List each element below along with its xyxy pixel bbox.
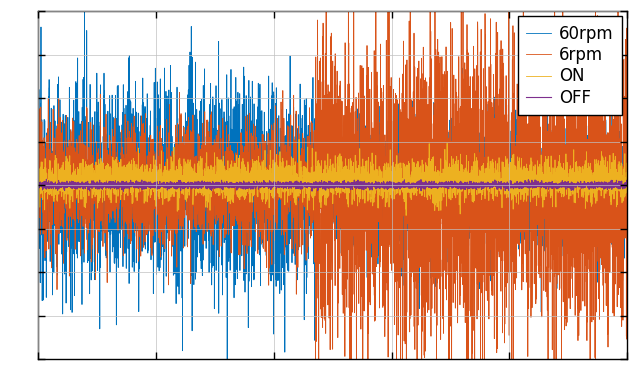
OFF xyxy=(623,178,631,182)
6rpm xyxy=(474,60,482,64)
6rpm xyxy=(623,135,631,139)
OFF xyxy=(519,186,527,190)
Line: 6rpm: 6rpm xyxy=(38,0,627,378)
60rpm xyxy=(418,179,426,184)
OFF xyxy=(43,177,51,181)
6rpm xyxy=(388,140,396,144)
Line: ON: ON xyxy=(38,139,627,215)
60rpm xyxy=(388,165,396,169)
60rpm xyxy=(474,154,482,158)
OFF xyxy=(418,186,426,191)
OFF xyxy=(35,181,42,185)
6rpm xyxy=(35,172,42,177)
OFF xyxy=(141,184,149,189)
OFF xyxy=(260,178,268,183)
60rpm xyxy=(260,133,268,138)
Line: 60rpm: 60rpm xyxy=(38,0,627,367)
Line: OFF: OFF xyxy=(38,179,627,191)
ON xyxy=(519,172,527,177)
OFF xyxy=(120,189,127,194)
60rpm xyxy=(519,161,527,166)
ON xyxy=(418,179,426,183)
Legend: 60rpm, 6rpm, ON, OFF: 60rpm, 6rpm, ON, OFF xyxy=(518,16,622,115)
OFF xyxy=(474,185,482,190)
ON xyxy=(474,185,482,190)
60rpm xyxy=(223,365,231,370)
ON xyxy=(623,196,631,201)
ON xyxy=(295,137,303,142)
ON xyxy=(35,158,42,162)
6rpm xyxy=(141,143,149,147)
OFF xyxy=(388,186,396,190)
6rpm xyxy=(260,246,268,251)
6rpm xyxy=(417,197,425,201)
60rpm xyxy=(141,164,149,169)
ON xyxy=(403,213,410,218)
ON xyxy=(388,183,396,187)
6rpm xyxy=(519,218,527,223)
ON xyxy=(260,158,268,163)
60rpm xyxy=(623,259,631,263)
ON xyxy=(141,194,149,198)
60rpm xyxy=(35,193,42,197)
